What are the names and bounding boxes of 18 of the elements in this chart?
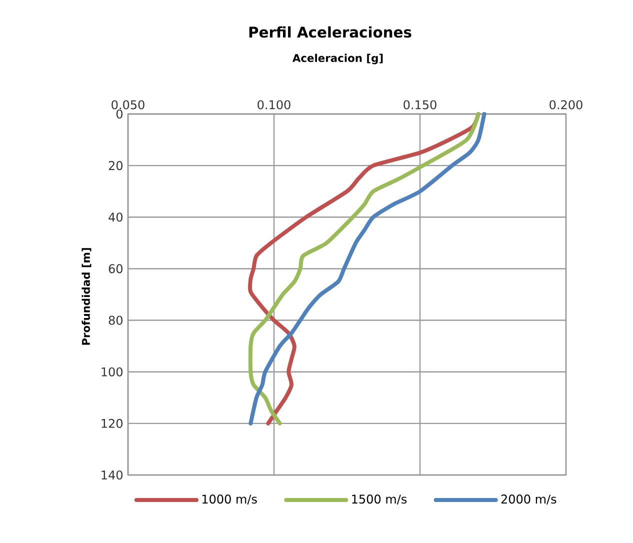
legend-label: 1500 m/s bbox=[352, 494, 407, 505]
y-tick-label: 20 bbox=[108, 161, 122, 170]
chart-title: Perfil Aceleraciones bbox=[249, 26, 412, 38]
legend-label: 1000 m/s bbox=[202, 494, 257, 505]
x-tick-label: 0.150 bbox=[404, 100, 436, 110]
x-tick-label: 0.200 bbox=[550, 100, 582, 110]
y-tick-label: 0 bbox=[116, 109, 122, 119]
x-tick-label: 0.100 bbox=[258, 100, 290, 110]
y-tick-label: 140 bbox=[102, 470, 122, 480]
y-tick-label: 60 bbox=[108, 264, 122, 274]
y-axis-title: Profundidad [m] bbox=[82, 248, 92, 345]
x-axis-title: Aceleracion [g] bbox=[292, 54, 383, 64]
x-tick-label: 0.050 bbox=[112, 100, 144, 110]
legend-label: 2000 m/s bbox=[501, 494, 556, 505]
y-tick-label: 80 bbox=[108, 316, 122, 325]
y-tick-label: 40 bbox=[108, 212, 122, 222]
y-tick-label: 100 bbox=[102, 367, 122, 376]
y-tick-label: 120 bbox=[102, 418, 122, 428]
